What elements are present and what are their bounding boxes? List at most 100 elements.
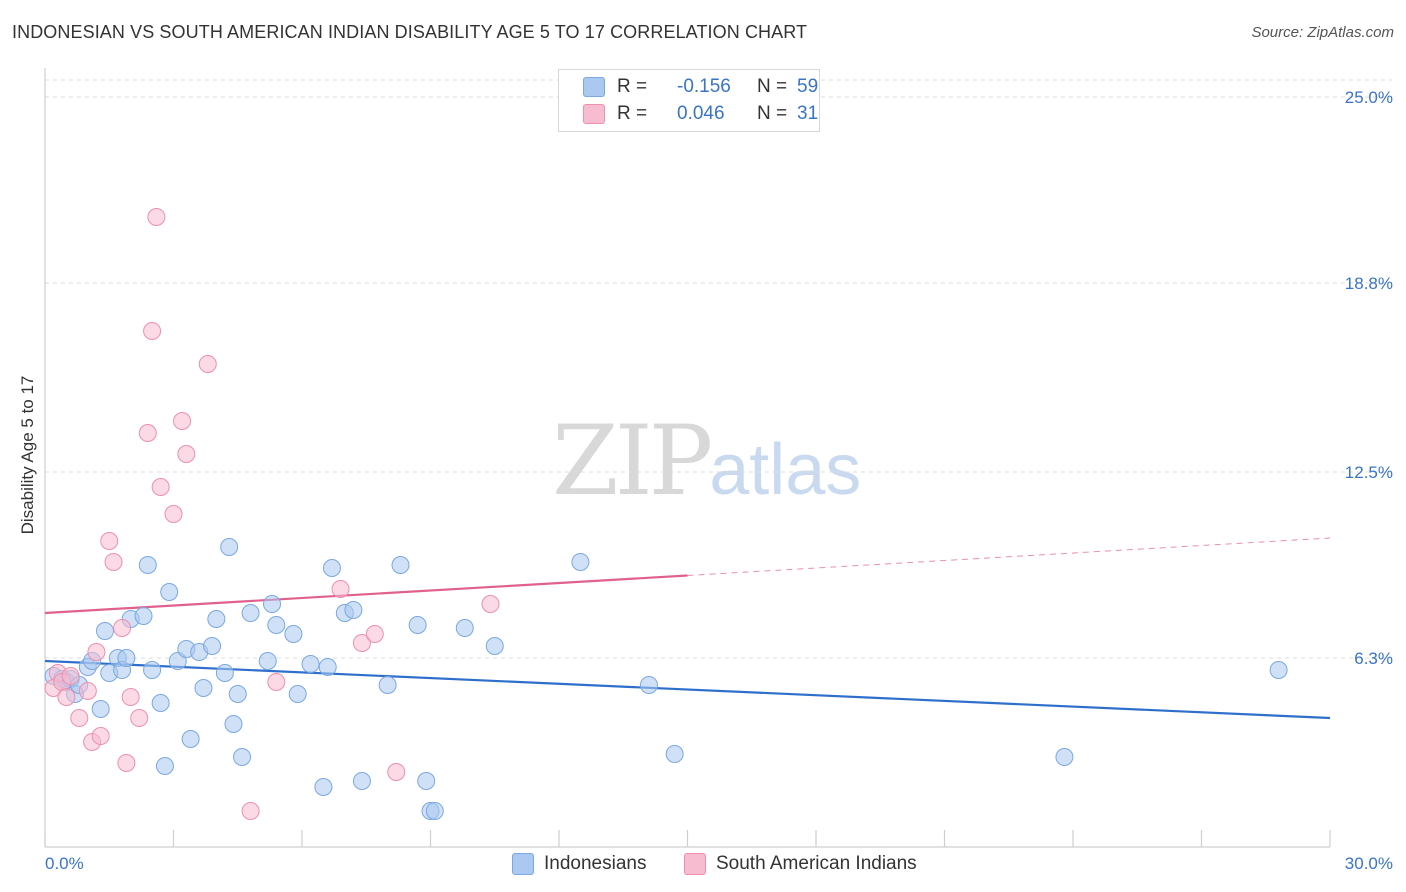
south-american-indian-point — [147, 208, 166, 226]
legend-r-label: R = — [617, 103, 648, 124]
indonesian-point — [485, 637, 504, 655]
indonesian-point — [314, 778, 333, 796]
x-tick-label: 0.0% — [45, 854, 84, 873]
indonesian-point — [571, 553, 590, 571]
indonesian-point — [408, 616, 427, 634]
indonesian-point — [318, 658, 337, 676]
source-label: Source: ZipAtlas.com — [1251, 24, 1394, 41]
legend-r-value: -0.156 — [677, 76, 731, 97]
indonesian-point — [207, 610, 226, 628]
correlation-legend: R = -0.156 N = 59 R = 0.046 N = 31 — [558, 69, 820, 132]
indonesian-point — [665, 745, 684, 763]
series-name: South American Indians — [716, 853, 917, 874]
x-tick-label: 30.0% — [1345, 854, 1393, 873]
south-american-indian-point — [91, 727, 110, 745]
south-american-indian-point — [481, 595, 500, 613]
indonesian-point — [215, 664, 234, 682]
y-tick-label: 12.5% — [1345, 463, 1393, 482]
axes — [44, 68, 1331, 848]
south-american-indian-point — [121, 688, 140, 706]
series-name: Indonesians — [544, 853, 647, 874]
indonesian-point — [301, 655, 320, 673]
y-tick-label: 6.3% — [1354, 649, 1393, 668]
series-legend-indonesians: Indonesians — [512, 851, 646, 877]
trend-lines — [44, 537, 1331, 720]
watermark: ZIPatlas — [552, 405, 861, 517]
indonesian-point — [155, 757, 174, 775]
indonesian-point — [1055, 748, 1074, 766]
chart-title: INDONESIAN VS SOUTH AMERICAN INDIAN DISA… — [12, 22, 808, 42]
south-american-indian-point — [241, 802, 260, 820]
south-american-indian-point — [177, 445, 196, 463]
south-american-indian-point — [143, 322, 162, 340]
indonesian-point — [138, 556, 157, 574]
watermark-atlas: atlas — [709, 430, 862, 510]
indonesian-point — [288, 685, 307, 703]
south-american-indian-point — [138, 424, 157, 442]
indonesian-point — [151, 694, 170, 712]
south-american-indian-point — [352, 634, 371, 652]
indonesian-point — [322, 559, 341, 577]
south-american-indian-point — [331, 580, 350, 598]
indonesian-point — [258, 652, 277, 670]
south-american-indian-point — [100, 532, 119, 550]
south-american-indian-point — [78, 682, 97, 700]
legend-n-value: 59 — [797, 76, 819, 97]
indonesian-point — [134, 607, 153, 625]
south-american-indian-point — [104, 553, 123, 571]
south-american-indian-point — [151, 478, 170, 496]
indonesian-point — [378, 676, 397, 694]
indonesian-point — [455, 619, 474, 637]
watermark-zip: ZIP — [552, 405, 713, 517]
legend-n-value: 31 — [797, 103, 819, 124]
indonesian-point — [267, 616, 286, 634]
legend-r-label: R = — [617, 76, 648, 97]
indonesian-point — [233, 748, 252, 766]
data-points — [44, 208, 1288, 820]
indonesian-point — [263, 595, 282, 613]
indonesian-point — [117, 649, 136, 667]
trend-line-solid — [44, 659, 1331, 720]
indonesian-point — [241, 604, 260, 622]
south-american-indian-point — [164, 505, 183, 523]
south-american-indian-point — [117, 754, 136, 772]
south-american-indian-point — [365, 625, 384, 643]
indonesian-point — [344, 601, 363, 619]
trend-line-solid — [44, 574, 688, 615]
south-american-indian-point — [130, 709, 149, 727]
indonesian-point — [143, 661, 162, 679]
indonesian-point — [160, 583, 179, 601]
south-american-indian-point — [198, 355, 217, 373]
indonesian-point — [352, 772, 371, 790]
indonesian-point — [425, 802, 444, 820]
south-american-indian-point — [70, 709, 89, 727]
legend-n-label: N = — [757, 103, 788, 124]
indonesian-point — [284, 625, 303, 643]
legend-swatch-pink — [583, 104, 605, 124]
indonesian-point — [228, 685, 247, 703]
indonesian-point — [639, 676, 658, 694]
tick-labels: 6.3% 12.5% 18.8% 25.0% 0.0% 30.0% — [45, 88, 1393, 873]
south-american-indian-point — [113, 619, 132, 637]
indonesian-point — [203, 637, 222, 655]
south-american-indian-point — [387, 763, 406, 781]
indonesian-point — [417, 772, 436, 790]
indonesian-point — [224, 715, 243, 733]
gridlines — [45, 79, 1392, 659]
south-american-indian-point — [61, 667, 80, 685]
indonesian-point — [194, 679, 213, 697]
indonesian-point — [391, 556, 410, 574]
legend-r-value: 0.046 — [677, 103, 725, 124]
south-american-indian-point — [57, 688, 76, 706]
south-american-indian-point — [267, 673, 286, 691]
south-american-indian-point — [173, 412, 192, 430]
south-american-indian-point — [87, 643, 106, 661]
legend-n-label: N = — [757, 76, 788, 97]
legend-swatch-blue — [583, 77, 605, 97]
series-swatch-pink — [684, 853, 706, 875]
indonesian-point — [95, 622, 114, 640]
series-legend-south-american-indians: South American Indians — [684, 851, 917, 877]
y-tick-label: 18.8% — [1345, 274, 1393, 293]
indonesian-point — [220, 538, 239, 556]
